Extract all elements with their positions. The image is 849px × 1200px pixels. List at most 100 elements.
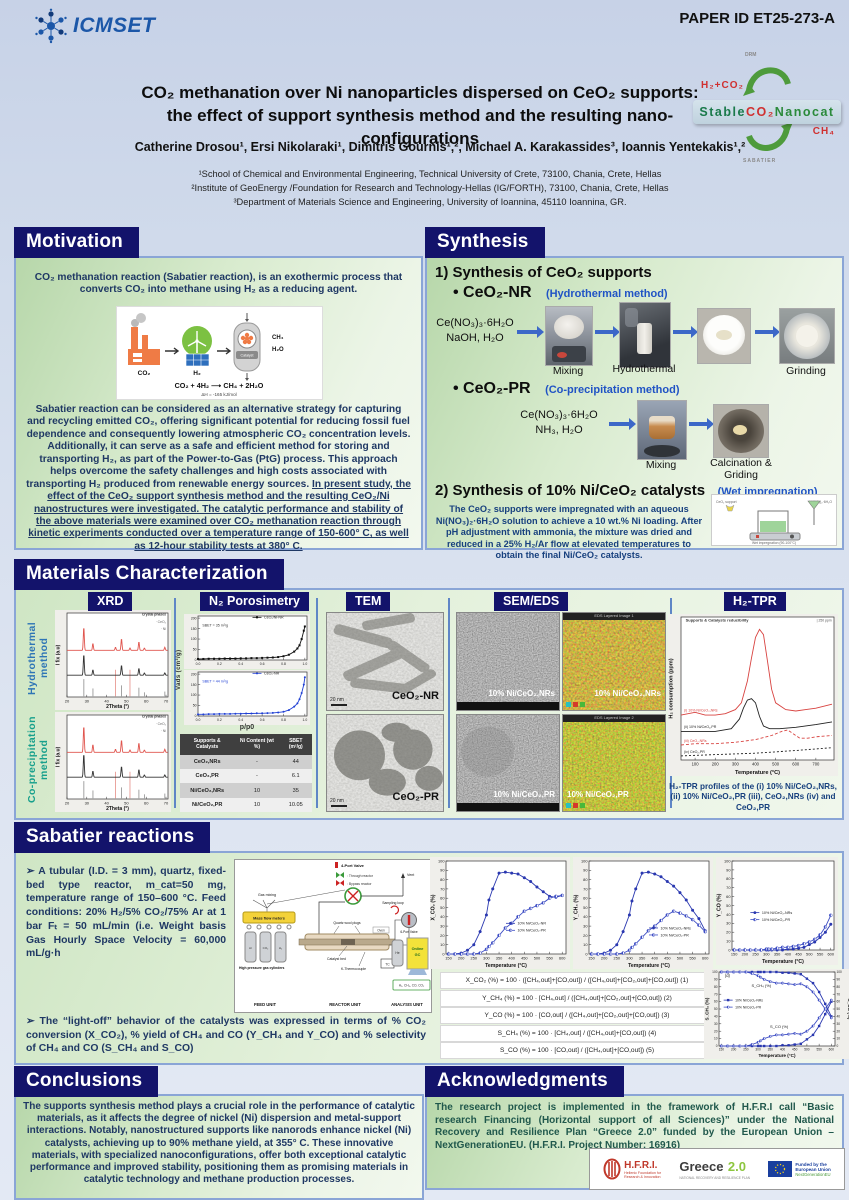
svg-text:80: 80 bbox=[440, 877, 445, 882]
svg-text:0: 0 bbox=[585, 951, 588, 956]
svg-text:400: 400 bbox=[651, 955, 658, 960]
svg-text:50: 50 bbox=[440, 905, 445, 910]
porosimetry-chip: N₂ Porosimetry bbox=[200, 592, 309, 611]
materials-header: Materials Characterization bbox=[14, 559, 284, 590]
eds-header-1: EDS Layered Image 1 bbox=[563, 613, 665, 620]
synthesis-nr-row: • CeO₂-NR (Hydrothermal method) bbox=[453, 284, 668, 302]
sem-image-nr: 10% Ni/CeO₂,NRs bbox=[456, 612, 560, 711]
porosimetry-xlabel: p/p0 bbox=[239, 724, 255, 731]
selectivity-chart: 150 200 250 300 350 400 450 500 550 600 0 10 20 30 40 5… bbox=[704, 969, 849, 1059]
svg-text:20: 20 bbox=[726, 930, 731, 935]
svg-text:0: 0 bbox=[195, 714, 197, 718]
eu-text2: European Union bbox=[795, 1166, 831, 1172]
eds-color-key bbox=[566, 803, 585, 808]
svg-text:H₂ consumption (ppm): H₂ consumption (ppm) bbox=[669, 658, 675, 718]
svg-text:0.2: 0.2 bbox=[217, 662, 222, 666]
xrd-chip: XRD bbox=[88, 592, 133, 611]
svg-text:70: 70 bbox=[583, 886, 588, 891]
eu-logo: Funded by the European Union NextGenerat… bbox=[768, 1161, 831, 1177]
svg-text:I fix (a.u): I fix (a.u) bbox=[56, 746, 62, 767]
svg-text:30: 30 bbox=[440, 923, 445, 928]
affiliation-1: ¹School of Chemical and Environmental En… bbox=[198, 169, 662, 179]
pr-caption-mixing: Mixing bbox=[645, 459, 677, 471]
svg-text:100: 100 bbox=[692, 762, 700, 767]
nr-reagent-1: Ce(NO₃)₃·6H₂O bbox=[436, 317, 514, 329]
diagram-ch4-label: CH₄ bbox=[272, 335, 284, 341]
hydrothermal-row-label: Hydrothermal method bbox=[26, 621, 50, 695]
svg-text:20: 20 bbox=[714, 1029, 718, 1033]
logo-drm-label: DRM bbox=[745, 52, 757, 58]
reactor-diagram: 4-Port Valve : Through reactor : Bypass … bbox=[234, 859, 432, 1013]
svg-text:250: 250 bbox=[614, 955, 621, 960]
formula-xco2: X_CO₂ (%) = 100 · ([CH₄,out]+[CO,out]) /… bbox=[440, 972, 714, 989]
ceo2-nr-label: • CeO₂-NR bbox=[453, 284, 532, 301]
tem-label-pr: CeO₂-PR bbox=[392, 791, 439, 803]
svg-text:10% Ni/CeO₂-PR: 10% Ni/CeO₂-PR bbox=[518, 929, 547, 933]
svg-text:450: 450 bbox=[795, 951, 802, 956]
sabatier-header: Sabatier reactions bbox=[14, 822, 211, 853]
svg-text:40: 40 bbox=[104, 801, 109, 806]
impreg-left-label: CeO₂ support bbox=[716, 500, 737, 504]
svg-text:0.6: 0.6 bbox=[260, 662, 265, 666]
hydrothermal-method-label: (Hydrothermal method) bbox=[545, 288, 668, 300]
isotherm-chart-ceo2-nr: 0.0 0.2 0.4 0.6 0.8 1.0 0 50 100 150 200 CeO₂-NR SBE… bbox=[184, 670, 310, 725]
svg-text:500: 500 bbox=[804, 1048, 810, 1052]
logo-h2co2-label: H₂+CO₂ bbox=[701, 80, 744, 91]
pr-reagents: Ce(NO₃)₃·6H₂O NH₃, H₂O bbox=[511, 408, 607, 438]
nr-caption-mixing: Mixing bbox=[552, 365, 584, 377]
xrd-chart-hydrothermal: 20 30 40 50 60 70 2Theta (°) I fix (a.u) Crystal… bbox=[55, 610, 171, 710]
svg-text:90: 90 bbox=[837, 978, 841, 982]
flow-arrow bbox=[517, 326, 544, 338]
diagram-co2-label: CO₂ bbox=[138, 370, 151, 377]
nr-reagents: Ce(NO₃)₃·6H₂O NaOH, H₂O bbox=[429, 316, 521, 346]
flow-arrow bbox=[595, 326, 620, 338]
svg-text:(iii) CeO₂,NRs: (iii) CeO₂,NRs bbox=[684, 739, 707, 743]
svg-text:0.8: 0.8 bbox=[281, 718, 286, 722]
reactor-mfm-label: Mass flow meters bbox=[253, 917, 285, 921]
svg-text:Temperature (°C): Temperature (°C) bbox=[759, 1053, 796, 1058]
svg-text:200: 200 bbox=[191, 672, 197, 676]
sabatier-bullet-2: The “light-off” behavior of the catalyst… bbox=[26, 1015, 426, 1056]
hfri-logo: H.F.R.I. Hellenic Foundation for Researc… bbox=[603, 1158, 661, 1180]
svg-text:0.2: 0.2 bbox=[217, 718, 222, 722]
svg-text:50: 50 bbox=[124, 699, 129, 704]
reactor-gases-label: H₂, CH₄, CO, CO₂ bbox=[399, 984, 425, 988]
motivation-p2: Sabatier reaction can be considered as a… bbox=[26, 404, 411, 553]
svg-text:600: 600 bbox=[829, 1048, 835, 1052]
svg-text:40: 40 bbox=[583, 914, 588, 919]
svg-text:0.0: 0.0 bbox=[196, 718, 201, 722]
sem-eds-chip: SEM/EDS bbox=[494, 592, 569, 611]
svg-text:70: 70 bbox=[714, 992, 718, 996]
svg-text:10: 10 bbox=[440, 942, 445, 947]
svg-text:10: 10 bbox=[726, 938, 731, 943]
svg-text:0.4: 0.4 bbox=[238, 662, 243, 666]
synthesis-box: 1) Synthesis of CeO₂ supports • CeO₂-NR … bbox=[425, 256, 844, 560]
logo-nanocat: Nanocat bbox=[774, 105, 835, 119]
photo-mixing-nr bbox=[545, 306, 593, 366]
ceo2-pr-label: • CeO₂-PR bbox=[453, 380, 531, 397]
reactor-oven-label: Oven bbox=[377, 929, 385, 933]
svg-text:60: 60 bbox=[726, 894, 731, 899]
svg-text:S_CH₄ (%): S_CH₄ (%) bbox=[705, 997, 710, 1020]
tem-image-nr: CeO₂-NR 20 nm bbox=[326, 612, 444, 711]
hfri-icon bbox=[603, 1158, 621, 1180]
svg-text:60: 60 bbox=[583, 896, 588, 901]
eds-image-pr: EDS Layered Image 2 10% Ni/CeO₂,PR bbox=[562, 714, 666, 812]
svg-text:100: 100 bbox=[837, 970, 843, 974]
flow-arrow bbox=[673, 326, 698, 338]
icmset-molecule-icon bbox=[35, 8, 67, 44]
diagram-h2o-label: H₂O bbox=[272, 347, 284, 353]
eu-flag-icon bbox=[768, 1161, 793, 1177]
svg-text:(ii) 10% Ni/CeO₂,PR: (ii) 10% Ni/CeO₂,PR bbox=[684, 725, 717, 729]
synthesis-step2-text: The CeO₂ supports were impregnated with … bbox=[435, 504, 703, 560]
eu-text1: Funded by the bbox=[795, 1161, 827, 1167]
impreg-caption: Wet impregnation (90-100°C) bbox=[752, 541, 796, 545]
svg-text:(i) 10% Ni/CeO₂,NRs: (i) 10% Ni/CeO₂,NRs bbox=[684, 708, 718, 712]
svg-text:200: 200 bbox=[458, 955, 465, 960]
svg-text:450: 450 bbox=[521, 955, 528, 960]
svg-text:100: 100 bbox=[191, 693, 197, 697]
motivation-p2-normal: Sabatier reaction can be considered as a… bbox=[26, 404, 411, 490]
svg-text:150: 150 bbox=[731, 951, 738, 956]
svg-text:60: 60 bbox=[144, 699, 149, 704]
svg-text:0: 0 bbox=[442, 951, 445, 956]
